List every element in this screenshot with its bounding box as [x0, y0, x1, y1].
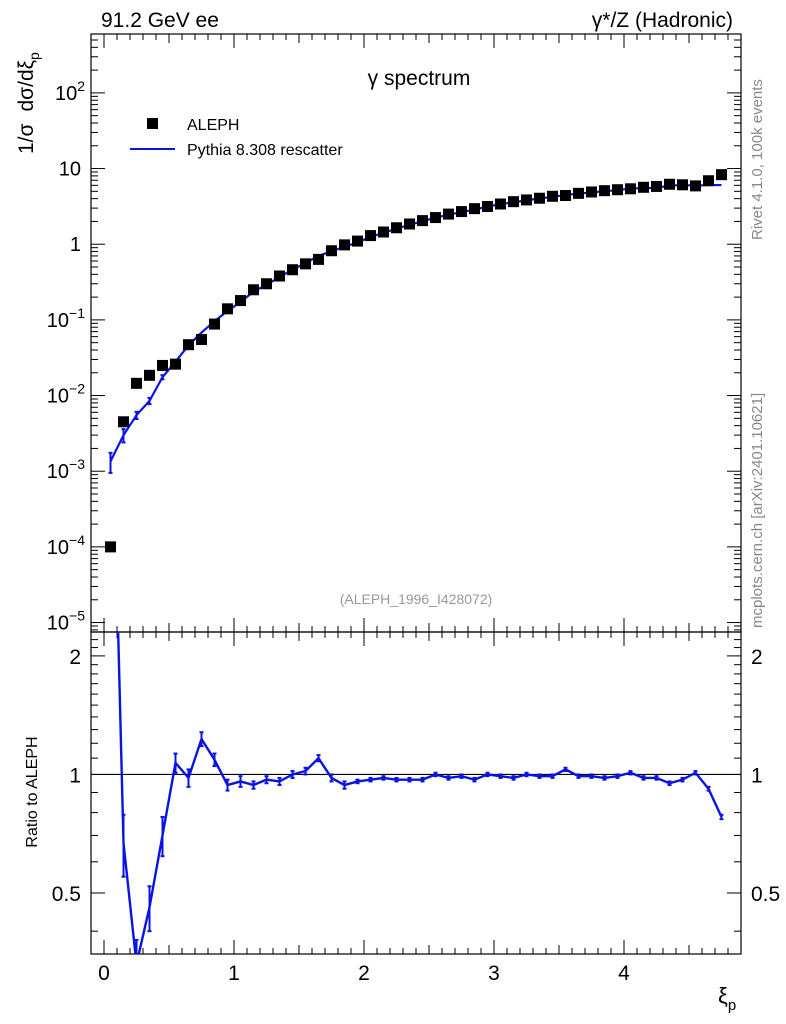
aleph-point: [651, 180, 662, 192]
x-tick-labels: 0 1 2 3 4: [98, 962, 630, 985]
aleph-point: [157, 359, 168, 371]
aleph-point: [131, 377, 142, 389]
aleph-point: [482, 201, 493, 213]
aleph-point: [378, 226, 389, 238]
aleph-point: [183, 339, 194, 351]
aleph-point: [586, 186, 597, 198]
aleph-point: [365, 230, 376, 242]
main-y-tick-label: 10−3: [47, 456, 85, 483]
aleph-point: [118, 416, 129, 428]
ratio-panel-frame: [90, 631, 742, 955]
ratio-y-tick-label-right: 2: [751, 646, 763, 669]
aleph-point: [248, 284, 259, 296]
aleph-point: [638, 181, 649, 193]
legend-label-aleph: ALEPH: [187, 117, 239, 134]
aleph-point: [235, 295, 246, 307]
legend-label-pythia: Pythia 8.308 rescatter: [187, 142, 343, 159]
header-energy: 91.2 GeV ee: [101, 9, 219, 32]
main-y-tick-label: 10−5: [47, 608, 85, 635]
y-label-norm: 1/σ: [15, 123, 38, 154]
aleph-point: [222, 303, 233, 315]
main-y-tick-label: 10−4: [47, 532, 85, 559]
main-y-tick-label: 10−2: [47, 381, 85, 408]
main-y-axis-label: 1/σ dσ/dξp: [15, 52, 42, 154]
aleph-point: [287, 264, 298, 276]
analysis-tag: (ALEPH_1996_I428072): [340, 591, 493, 607]
aleph-point: [599, 185, 610, 197]
aleph-point: [300, 258, 311, 270]
svg-text:1/σdσ/dξp: 1/σ dσ/dξp: [15, 52, 42, 154]
x-tick-label: 4: [618, 962, 630, 985]
aleph-point: [560, 190, 571, 202]
aleph-point: [612, 184, 623, 196]
aleph-point: [521, 194, 532, 206]
aleph-point: [261, 278, 272, 290]
legend-marker-aleph: [147, 118, 158, 129]
aleph-point: [352, 235, 363, 247]
aleph-point: [664, 178, 675, 190]
aleph-point: [495, 198, 506, 210]
ratio-y-tick-label-left: 1: [69, 764, 81, 787]
y-label-diff: dσ/dξ: [15, 60, 38, 112]
main-data-series: [105, 169, 727, 553]
x-tick-label: 1: [228, 962, 240, 985]
ratio-y-tick-label-left: 0.5: [52, 883, 81, 906]
aleph-point: [196, 334, 207, 346]
rivet-version-label: Rivet 4.1.0, 100k events: [749, 79, 766, 240]
aleph-point: [105, 541, 116, 553]
aleph-point: [469, 203, 480, 215]
main-y-tick-label: 10−1: [47, 305, 85, 332]
x-axis-label: ξp: [718, 983, 736, 1014]
ratio-y-axis-label: Ratio to ALEPH: [24, 736, 41, 847]
aleph-point: [690, 180, 701, 192]
aleph-point: [716, 169, 727, 181]
x-tick-label: 3: [488, 962, 500, 985]
aleph-point: [430, 212, 441, 224]
aleph-point: [547, 190, 558, 202]
main-y-tick-labels: 10−5 10−4 10−3 10−2 10−1 1 10 102: [47, 78, 85, 635]
aleph-point: [508, 196, 519, 208]
mcplots-source-label: mcplots.cern.ch [arXiv:2401.10621]: [749, 393, 766, 628]
header-process: γ*/Z (Hadronic): [592, 9, 733, 32]
aleph-point: [534, 192, 545, 204]
main-ticks: [90, 33, 742, 632]
aleph-point: [391, 222, 402, 234]
ratio-y-tick-label-left: 2: [69, 646, 81, 669]
aleph-point: [326, 245, 337, 257]
ratio-line: [116, 632, 723, 954]
pythia-line: [109, 183, 722, 462]
aleph-point: [313, 253, 324, 265]
main-y-tick-label: 10: [59, 159, 81, 181]
main-y-tick-label: 1: [70, 234, 81, 256]
aleph-point: [170, 358, 181, 370]
aleph-point: [703, 175, 714, 187]
x-tick-label: 2: [358, 962, 370, 985]
aleph-point: [573, 187, 584, 199]
ratio-ticks: [90, 632, 742, 954]
aleph-point: [456, 206, 467, 218]
x-tick-label: 0: [98, 962, 110, 985]
aleph-point: [274, 270, 285, 282]
aleph-point: [443, 208, 454, 220]
main-y-tick-label: 102: [55, 78, 85, 105]
ratio-y-tick-label-right: 1: [751, 764, 763, 787]
ratio-y-tick-label-right: 0.5: [751, 883, 780, 906]
aleph-point: [417, 215, 428, 227]
aleph-point: [404, 218, 415, 230]
aleph-point: [339, 239, 350, 251]
y-label-sub: p: [26, 52, 42, 60]
aleph-point: [209, 318, 220, 330]
ratio-mc-series: [116, 632, 724, 954]
aleph-point: [144, 369, 155, 381]
aleph-point: [625, 183, 636, 195]
aleph-point: [677, 179, 688, 191]
ratio-y-tick-labels: 0.5 0.5 1 1 2 2: [52, 646, 780, 906]
chart-title: γ spectrum: [368, 67, 471, 90]
